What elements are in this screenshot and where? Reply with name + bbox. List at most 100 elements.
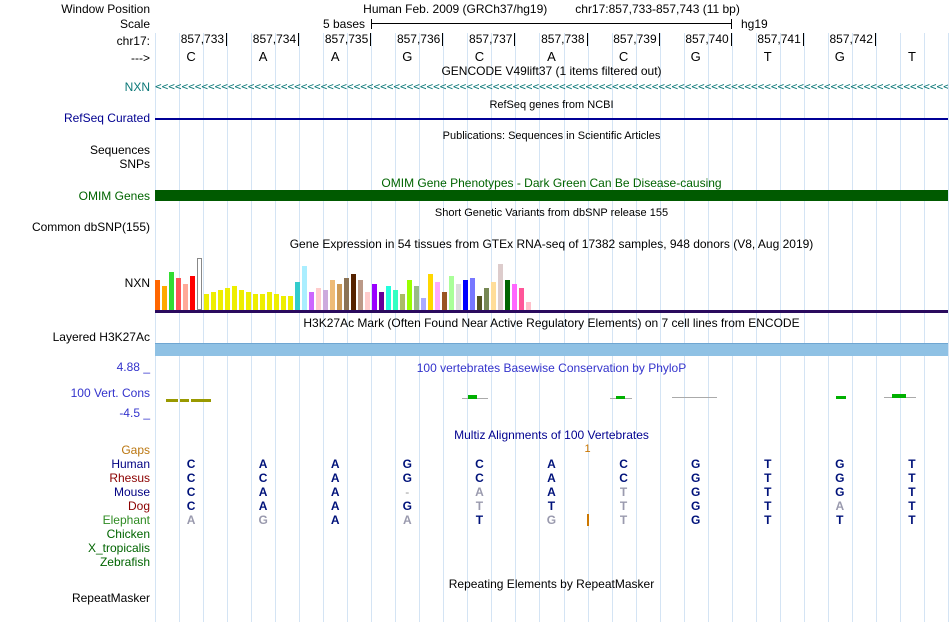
alignment-base: T xyxy=(475,499,484,513)
phylop-mark xyxy=(892,394,906,398)
gtex-expression-bar xyxy=(316,288,321,310)
gtex-gene-label[interactable]: NXN xyxy=(124,276,150,290)
gtex-expression-bar xyxy=(337,284,342,310)
phylop-mark xyxy=(616,396,625,399)
gtex-expression-bar xyxy=(477,296,482,310)
alignment-base: T xyxy=(908,485,916,499)
conservation-title[interactable]: 100 vertebrates Basewise Conservation by… xyxy=(416,361,687,375)
omim-title[interactable]: OMIM Gene Phenotypes - Dark Green Can Be… xyxy=(381,176,722,190)
gridline xyxy=(179,33,181,622)
species-label-dog[interactable]: Dog xyxy=(127,499,150,513)
gridline xyxy=(203,33,205,622)
alignment-base: C xyxy=(186,499,196,513)
species-label-x_tropicalis[interactable]: X_tropicalis xyxy=(87,541,150,555)
gtex-expression-bar xyxy=(211,292,216,310)
gridline xyxy=(251,33,253,622)
gtex-expression-bar xyxy=(505,280,510,310)
phylop-track[interactable] xyxy=(155,372,948,418)
gtex-expression-bar xyxy=(379,292,384,310)
alignment-base: G xyxy=(835,471,845,485)
gtex-bar-chart[interactable] xyxy=(155,255,948,310)
publications-title[interactable]: Publications: Sequences in Scientific Ar… xyxy=(442,130,661,142)
scale-bar xyxy=(371,19,732,29)
snps-label[interactable]: SNPs xyxy=(119,157,150,171)
cons-label[interactable]: 100 Vert. Cons xyxy=(70,386,150,400)
repeatmasker-label[interactable]: RepeatMasker xyxy=(71,591,150,605)
gridline xyxy=(851,33,853,622)
alignment-base: C xyxy=(619,457,628,471)
alignment-base: A xyxy=(330,471,340,485)
refseq-gene-line[interactable] xyxy=(155,118,948,120)
alignment-base: C xyxy=(186,471,196,485)
alignment-base: T xyxy=(619,499,628,513)
species-label-rhesus[interactable]: Rhesus xyxy=(109,471,150,485)
ruler-base: C xyxy=(186,49,196,64)
alignment-base: A xyxy=(402,513,412,527)
gtex-expression-bar xyxy=(225,288,230,310)
gencode-gene-label[interactable]: NXN xyxy=(124,80,150,94)
alignment-base: C xyxy=(619,471,628,485)
refseq-curated-label[interactable]: RefSeq Curated xyxy=(63,111,150,125)
gtex-expression-bar xyxy=(323,290,328,310)
alignment-base: A xyxy=(835,499,845,513)
phylop-mark xyxy=(672,397,717,398)
omim-gene-bar[interactable] xyxy=(155,190,948,201)
gtex-expression-bar xyxy=(484,288,489,310)
gridline xyxy=(635,33,637,622)
gtex-expression-bar xyxy=(372,284,377,310)
gtex-expression-bar xyxy=(435,282,440,310)
gencode-title[interactable]: GENCODE V49lift37 (1 items filtered out) xyxy=(441,64,662,78)
h3k27ac-label[interactable]: Layered H3K27Ac xyxy=(52,330,150,344)
gtex-expression-bar xyxy=(288,296,293,310)
gridline xyxy=(899,33,901,622)
alignment-base: T xyxy=(764,457,772,471)
alignment-base: G xyxy=(402,457,412,471)
gtex-expression-bar xyxy=(232,286,237,310)
species-label-chicken[interactable]: Chicken xyxy=(106,527,150,541)
ruler-position-label: 857,736 xyxy=(371,33,444,46)
gtex-title[interactable]: Gene Expression in 54 tissues from GTEx … xyxy=(289,237,814,251)
gridline xyxy=(707,33,709,622)
dbsnp-title[interactable]: Short Genetic Variants from dbSNP releas… xyxy=(434,207,669,219)
alignment-base: G xyxy=(402,471,412,485)
dbsnp-label[interactable]: Common dbSNP(155) xyxy=(31,220,150,234)
gridline xyxy=(779,33,781,622)
gridline xyxy=(155,33,156,622)
alignment-base: - xyxy=(405,485,410,499)
multiz-title[interactable]: Multiz Alignments of 100 Vertebrates xyxy=(454,428,649,442)
gtex-expression-bar xyxy=(526,302,531,310)
alignment-base: C xyxy=(186,457,196,471)
alignment-base: G xyxy=(835,485,845,499)
omim-genes-label[interactable]: OMIM Genes xyxy=(78,189,150,203)
gridline xyxy=(323,33,325,622)
ruler-base: T xyxy=(907,49,916,64)
ruler-position-label: 857,740 xyxy=(660,33,732,46)
ruler-position-label: 857,734 xyxy=(227,33,300,46)
gridline xyxy=(539,33,541,622)
gtex-expression-bar xyxy=(386,286,391,310)
alignment-base: T xyxy=(764,471,772,485)
sequences-label[interactable]: Sequences xyxy=(89,143,150,157)
species-label-elephant[interactable]: Elephant xyxy=(102,513,150,527)
ruler-base: A xyxy=(330,49,340,64)
species-label-zebrafish[interactable]: Zebrafish xyxy=(99,555,150,569)
alignment-base: C xyxy=(186,485,196,499)
gaps-label[interactable]: Gaps xyxy=(121,443,150,457)
gridline xyxy=(275,33,277,622)
repeatmasker-title[interactable]: Repeating Elements by RepeatMasker xyxy=(448,577,655,591)
gtex-expression-bar xyxy=(253,294,258,310)
gtex-expression-bar xyxy=(470,278,475,310)
species-label-mouse[interactable]: Mouse xyxy=(113,485,150,499)
gridline xyxy=(659,33,661,622)
gtex-expression-bar xyxy=(267,292,272,310)
gtex-expression-bar xyxy=(239,290,244,310)
gencode-gene-line[interactable]: <<<<<<<<<<<<<<<<<<<<<<<<<<<<<<<<<<<<<<<<… xyxy=(155,80,948,93)
gtex-expression-bar xyxy=(169,272,174,310)
alignment-base: G xyxy=(690,471,701,485)
h3k27ac-signal-bar[interactable] xyxy=(155,343,948,356)
species-label-human[interactable]: Human xyxy=(111,457,150,471)
gtex-expression-bar xyxy=(428,274,433,310)
refseq-title[interactable]: RefSeq genes from NCBI xyxy=(489,99,614,111)
h3k27ac-title[interactable]: H3K27Ac Mark (Often Found Near Active Re… xyxy=(303,316,800,330)
